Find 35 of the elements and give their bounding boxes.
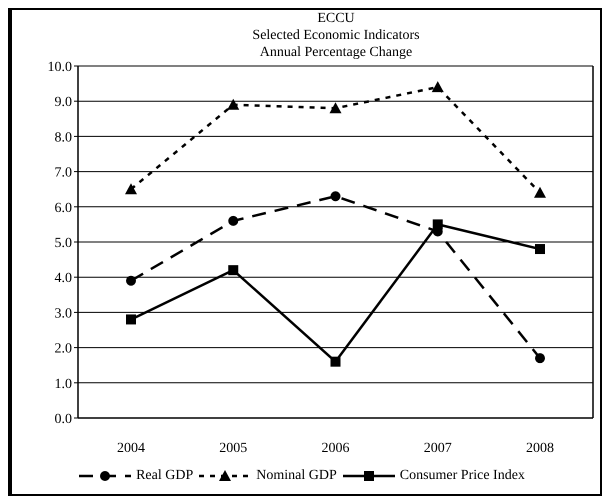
point (330, 356, 340, 367)
point (535, 353, 545, 364)
x-tick-label: 2006 (322, 440, 350, 456)
point (534, 186, 546, 198)
y-tick-label: 6.0 (54, 200, 72, 216)
legend-label: Consumer Price Index (400, 468, 525, 484)
y-tick-label: 9.0 (54, 95, 72, 110)
y-tick-label: 5.0 (54, 236, 72, 251)
point (125, 183, 137, 194)
y-tick-label: 1.0 (54, 376, 72, 392)
y-tick-label: 3.0 (54, 306, 72, 322)
y-tick-label: 7.0 (54, 166, 72, 181)
chart-subtitle: Selected Economic Indicators Annual Percentage Change (251, 27, 421, 61)
chart-title: ECCU (316, 10, 356, 27)
legend-label: Real GDP (136, 468, 194, 484)
y-tick-label: 4.0 (54, 271, 72, 286)
x-tick-label: 2005 (219, 440, 248, 456)
point (432, 219, 443, 230)
y-tick-label: 10.0 (48, 60, 72, 75)
point (330, 102, 342, 114)
y-tick-label: 0.0 (54, 412, 72, 427)
y-tick-label: 2.0 (54, 342, 72, 357)
x-tick-label: 2008 (526, 440, 554, 456)
x-tick-label: 2007 (424, 440, 452, 456)
point (126, 276, 136, 286)
point (228, 265, 238, 276)
point (330, 191, 340, 202)
point (535, 244, 545, 254)
point (228, 216, 238, 226)
point (227, 98, 240, 110)
point (432, 81, 444, 92)
x-tick-label: 2004 (117, 440, 145, 456)
y-tick-label: 8.0 (54, 130, 72, 146)
legend-label: Nominal GDP (256, 468, 337, 484)
point (126, 314, 136, 324)
